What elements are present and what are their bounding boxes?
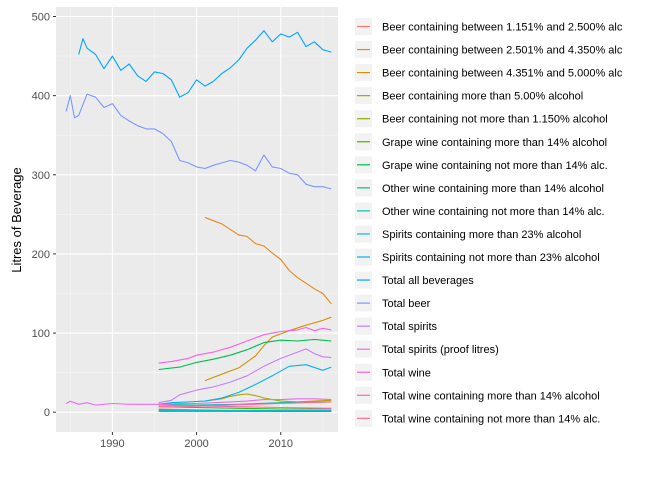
y-tick-label: 300 [32,170,50,182]
legend-label: Other wine containing not more than 14% … [382,206,605,218]
x-axis: 1990 2000 2010 [100,432,293,450]
x-tick-label: 2000 [184,438,208,450]
legend: Beer containing between 1.151% and 2.500… [355,18,623,427]
series-line-14 [158,348,332,404]
legend-label: Total spirits (proof litres) [382,344,499,356]
y-tick-label: 0 [44,407,50,419]
x-tick-label: 1990 [100,438,124,450]
legend-label: Total wine [382,367,431,379]
series-line-13 [65,93,332,190]
legend-label: Other wine containing more than 14% alco… [382,183,604,195]
series-line-7 [158,338,332,371]
legend-label: Beer containing between 1.151% and 2.500… [382,22,623,34]
series-line-16 [158,326,332,364]
series-line-4 [204,393,332,403]
y-axis-title: Litres of Beverage [9,167,24,273]
y-tick-label: 400 [32,91,50,103]
major-gridlines [56,7,338,432]
legend-label: Beer containing between 2.501% and 4.350… [382,45,623,57]
legend-label: Total spirits [382,321,438,333]
legend-label: Beer containing more than 5.00% alcohol [382,91,583,103]
legend-label: Total wine containing more than 14% alco… [382,390,600,402]
series-line-6 [158,406,332,410]
legend-label: Total all beverages [382,275,474,287]
y-tick-label: 200 [32,249,50,261]
legend-label: Total wine containing not more than 14% … [382,413,600,425]
y-tick-label: 100 [32,328,50,340]
series-line-12 [78,30,332,98]
legend-label: Beer containing between 4.351% and 5.000… [382,68,623,80]
legend-label: Grape wine containing more than 14% alco… [382,137,607,149]
legend-label: Spirits containing not more than 23% alc… [382,252,600,264]
legend-label: Beer containing not more than 1.150% alc… [382,114,608,126]
x-tick-label: 2010 [269,438,293,450]
series-line-2 [204,216,332,305]
series-line-11 [158,364,332,405]
series-line-18 [158,401,332,408]
series-line-15 [65,398,332,406]
series-line-17 [158,404,332,409]
y-axis: 0 100 200 300 400 500 [32,11,56,419]
y-tick-label: 500 [32,11,50,23]
legend-label: Spirits containing more than 23% alcohol [382,229,581,241]
series-line-3 [204,316,332,382]
series-lines [65,30,332,412]
legend-label: Total beer [382,298,431,310]
legend-label: Grape wine containing not more than 14% … [382,160,608,172]
